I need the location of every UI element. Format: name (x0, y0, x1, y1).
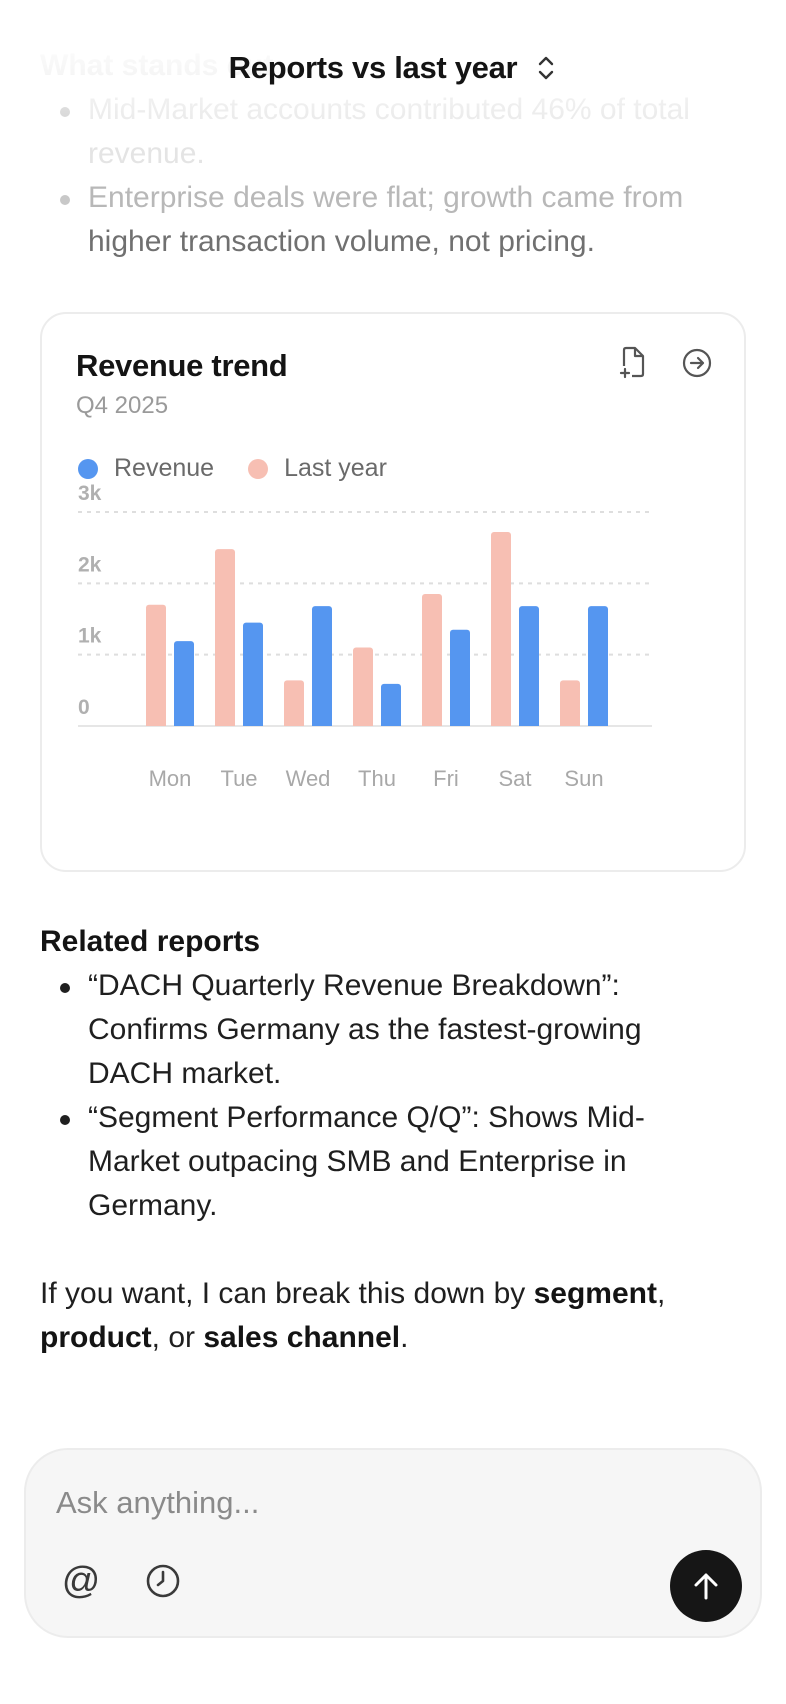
revenue-bar-chart: 0 1k 2k 3k Mon Tue Wed Thu Fri Sat Sun (78, 482, 652, 791)
bar-base-revenue (450, 723, 470, 726)
x-tick-label: Tue (220, 766, 257, 791)
chart-legend: Revenue Last year (78, 454, 387, 483)
x-tick-label: Sat (498, 766, 531, 791)
composer: @ (24, 1448, 762, 1638)
open-report-button[interactable] (680, 346, 714, 380)
legend-label-revenue: Revenue (114, 454, 215, 482)
y-tick-label: 3k (78, 482, 102, 505)
add-file-icon (619, 346, 645, 379)
legend-item-last-year: Last year (248, 454, 387, 483)
chevron-up-down-icon[interactable] (535, 53, 557, 83)
option-product: product (40, 1321, 152, 1354)
bar-revenue (312, 606, 332, 726)
send-button[interactable] (670, 1550, 742, 1622)
bar-revenue (588, 606, 608, 726)
bar-base-revenue (243, 723, 263, 726)
bar-last-year (560, 680, 580, 726)
faded-bullet-2: Enterprise deals were flat; growth came … (40, 176, 760, 264)
bar-last-year (215, 549, 235, 726)
x-tick-label: Sun (564, 766, 603, 791)
history-button[interactable] (140, 1558, 186, 1604)
mention-button[interactable]: @ (58, 1558, 104, 1604)
bar-base-revenue (519, 723, 539, 726)
legend-dot-last-year (248, 458, 269, 479)
x-tick-label: Thu (358, 766, 396, 791)
legend-dot-revenue (78, 458, 98, 479)
bar-last-year (491, 531, 511, 726)
bar-base-revenue (381, 723, 401, 726)
bar-revenue (519, 606, 539, 726)
bar-base-last-year (284, 723, 304, 726)
card-subtitle: Q4 2025 (76, 392, 169, 419)
page-title[interactable]: Reports vs last year (228, 50, 518, 85)
followup-text: If you want, I can break this down by se… (40, 1277, 666, 1354)
related-item: “DACH Quarterly Revenue Breakdown”: Conf… (40, 964, 760, 1096)
x-tick-label: Mon (149, 766, 192, 791)
legend-label-last-year: Last year (284, 454, 387, 482)
option-sales-channel: sales channel (203, 1321, 401, 1354)
related-heading: Related reports (40, 925, 261, 958)
ask-input[interactable] (56, 1480, 696, 1526)
option-segment: segment (533, 1277, 657, 1310)
revenue-trend-card: 0 1k 2k 3k Mon Tue Wed Thu Fri Sat Sun Revenue tre… (40, 312, 746, 872)
header[interactable]: Reports vs last year (0, 50, 786, 86)
x-tick-label: Wed (286, 766, 331, 791)
related-list: “DACH Quarterly Revenue Breakdown”: Conf… (40, 964, 760, 1228)
at-icon: @ (61, 1559, 101, 1602)
add-file-button[interactable] (616, 346, 650, 380)
related-reports: Related reports “DACH Quarterly Revenue … (40, 920, 760, 1228)
x-tick-label: Fri (433, 766, 459, 791)
bar-base-revenue (174, 723, 194, 726)
clock-icon (146, 1564, 180, 1598)
bar-revenue (450, 629, 470, 726)
faded-bullet-1: Mid-Market accounts contributed 46% of t… (40, 88, 760, 176)
bar-last-year (146, 604, 166, 726)
bar-last-year (422, 594, 442, 726)
y-tick-label: 0 (78, 696, 90, 719)
bar-revenue (174, 641, 194, 726)
related-item: “Segment Performance Q/Q”: Shows Mid- Ma… (40, 1096, 760, 1228)
arrow-right-circle-icon (682, 348, 712, 378)
bar-revenue (243, 622, 263, 726)
bar-revenue (381, 683, 401, 726)
card-actions (616, 346, 714, 380)
bar-last-year (353, 647, 373, 726)
faded-bullet-list: Mid-Market accounts contributed 46% of t… (40, 88, 760, 264)
legend-item-revenue: Revenue (78, 454, 214, 483)
bar-base-last-year (353, 723, 373, 726)
bar-base-last-year (215, 723, 235, 726)
arrow-up-icon (694, 1573, 718, 1600)
y-tick-label: 2k (78, 553, 102, 576)
bar-base-last-year (560, 723, 580, 726)
bar-base-revenue (312, 723, 332, 726)
bar-base-last-year (422, 723, 442, 726)
card-title: Revenue trend (76, 348, 288, 383)
bar-base-last-year (491, 723, 511, 726)
bar-base-revenue (588, 723, 608, 726)
bar-last-year (284, 680, 304, 726)
bar-base-last-year (146, 723, 166, 726)
y-tick-label: 1k (78, 625, 102, 648)
